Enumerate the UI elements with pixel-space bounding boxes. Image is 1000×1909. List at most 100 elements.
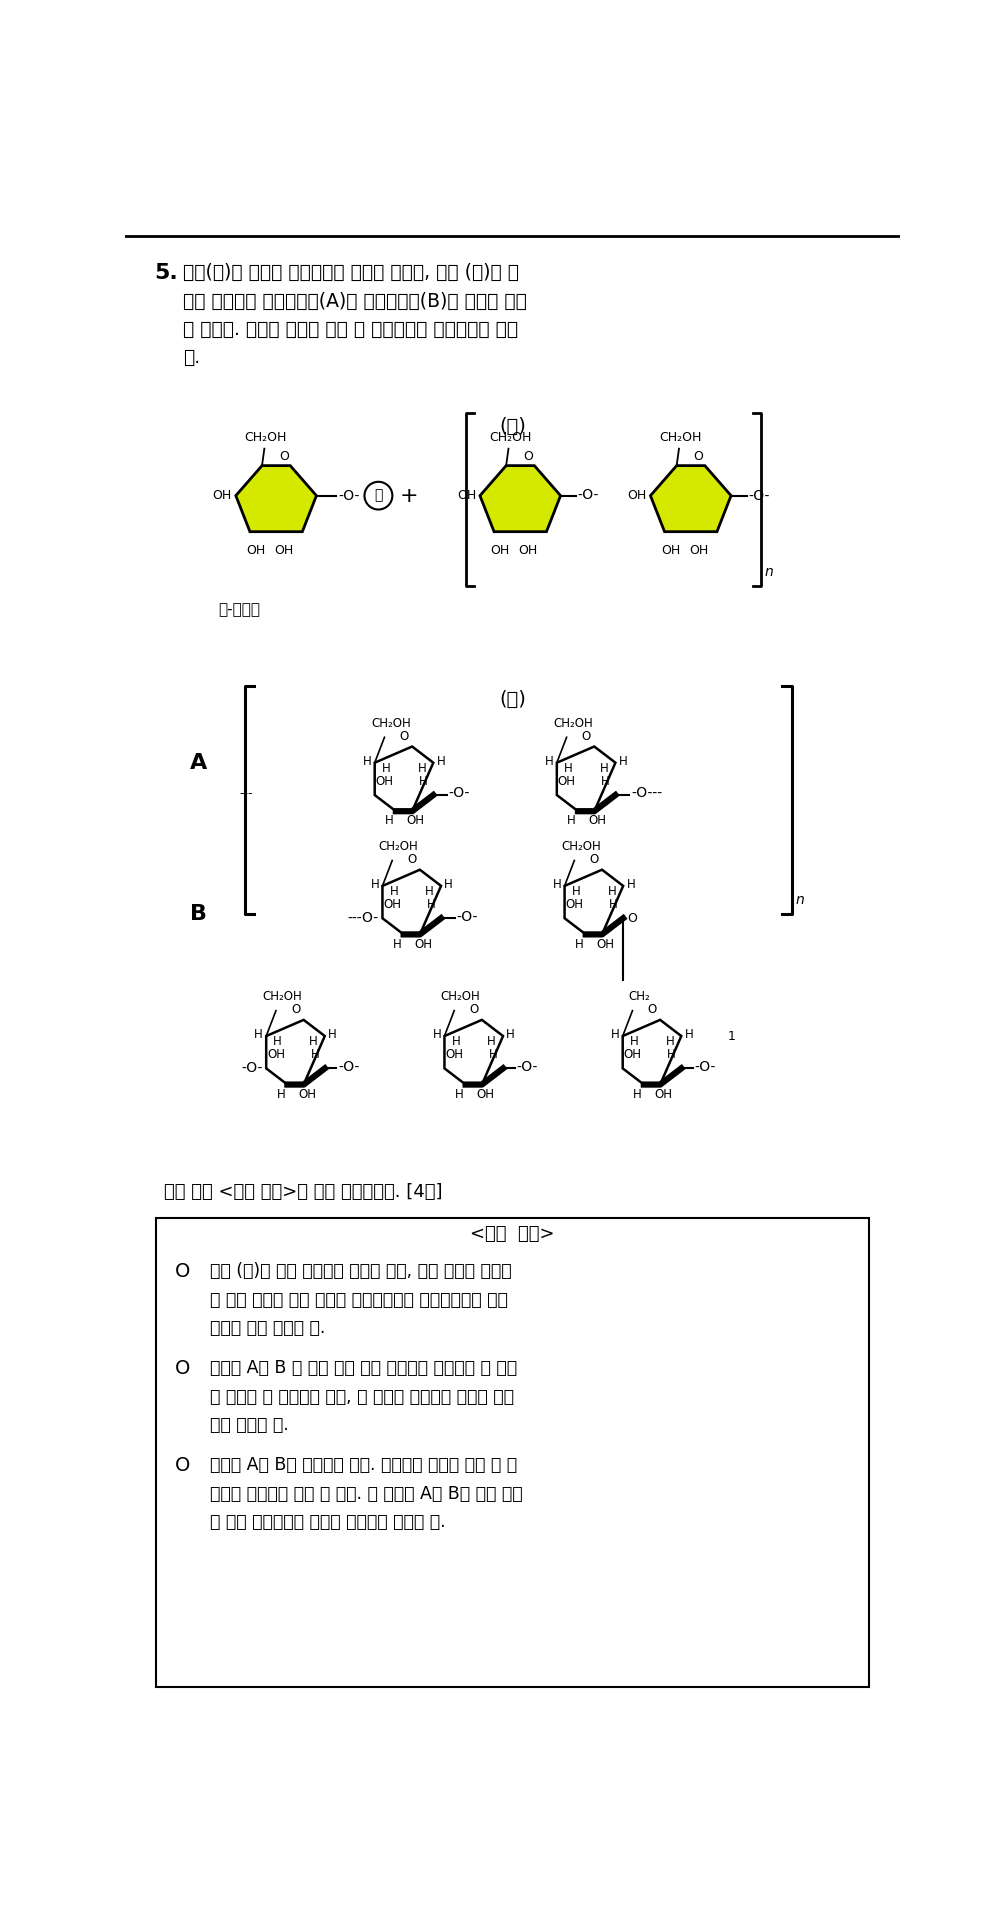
Text: OH: OH: [623, 1048, 641, 1061]
Text: 말을 구성하는 아밀로오스(A)와 아밀로펙팀(B)의 구조를 나타: 말을 구성하는 아밀로오스(A)와 아밀로펙팀(B)의 구조를 나타: [183, 292, 527, 311]
Text: ---O-: ---O-: [347, 911, 379, 926]
Text: CH₂OH: CH₂OH: [371, 716, 411, 729]
Text: H: H: [633, 1088, 642, 1101]
Polygon shape: [444, 1019, 503, 1084]
Text: H: H: [276, 1088, 285, 1101]
Text: H: H: [419, 775, 428, 788]
Text: H: H: [487, 1035, 496, 1048]
Text: CH₂OH: CH₂OH: [553, 716, 593, 729]
Text: 다.: 다.: [183, 349, 200, 367]
Text: H: H: [545, 754, 554, 767]
Text: -O-: -O-: [748, 489, 769, 502]
Text: H: H: [425, 886, 434, 899]
Text: H: H: [311, 1048, 319, 1061]
Text: H: H: [418, 762, 426, 775]
Polygon shape: [375, 746, 433, 811]
Text: 그림 (가)의 ㎍에 해당하는 물질을 쓰고, 새로 첨가된 포도당: 그림 (가)의 ㎍에 해당하는 물질을 쓰고, 새로 첨가된 포도당: [210, 1262, 512, 1281]
Text: H: H: [626, 878, 635, 892]
Text: -O-: -O-: [241, 1061, 262, 1075]
Text: OH: OH: [589, 815, 607, 827]
Polygon shape: [266, 1019, 325, 1084]
Polygon shape: [236, 466, 316, 533]
Text: H: H: [254, 1027, 263, 1040]
Text: OH: OH: [490, 544, 510, 557]
Text: 5.: 5.: [154, 263, 178, 283]
Text: +: +: [400, 485, 419, 506]
Text: H: H: [564, 762, 573, 775]
Text: OH: OH: [661, 544, 680, 557]
Text: -O-: -O-: [694, 1059, 716, 1075]
Text: H: H: [553, 878, 561, 892]
Text: 와 감자 구성비율의 차이를 제시하여 설명할 것.: 와 감자 구성비율의 차이를 제시하여 설명할 것.: [210, 1514, 446, 1531]
Text: -O-: -O-: [516, 1059, 538, 1075]
Text: OH: OH: [445, 1048, 463, 1061]
Text: 1: 1: [728, 1031, 736, 1044]
Text: OH: OH: [275, 544, 294, 557]
Text: ㎍-포도당: ㎍-포도당: [218, 601, 260, 617]
Text: H: H: [382, 762, 390, 775]
Text: OH: OH: [414, 937, 432, 951]
Text: 남색의 진하기가 다를 수 있다. 그 이유를 A와 B의 반응 정도: 남색의 진하기가 다를 수 있다. 그 이유를 A와 B의 반응 정도: [210, 1485, 523, 1502]
Text: CH₂OH: CH₂OH: [379, 840, 419, 853]
Text: H: H: [607, 886, 616, 899]
Polygon shape: [480, 466, 561, 533]
Text: 그림(가)는 녹말의 신장과정을 나타낸 것이고, 그림 (나)는 녹: 그림(가)는 녹말의 신장과정을 나타낸 것이고, 그림 (나)는 녹: [183, 263, 519, 283]
Text: H: H: [506, 1027, 515, 1040]
Text: H: H: [328, 1027, 337, 1040]
Text: H: H: [601, 775, 610, 788]
Text: H: H: [393, 937, 401, 951]
Text: OH: OH: [457, 489, 476, 502]
Text: H: H: [600, 762, 608, 775]
Text: H: H: [611, 1027, 619, 1040]
Polygon shape: [623, 1019, 681, 1084]
Text: 여부를 통해 제시할 것.: 여부를 통해 제시할 것.: [210, 1319, 326, 1338]
Text: OH: OH: [298, 1088, 316, 1101]
Text: H: H: [666, 1035, 674, 1048]
Text: H: H: [455, 1088, 463, 1101]
Text: O: O: [589, 853, 598, 867]
Text: H: H: [389, 886, 398, 899]
Text: OH: OH: [596, 937, 614, 951]
Polygon shape: [382, 871, 441, 934]
Text: O: O: [175, 1359, 191, 1378]
Text: O: O: [582, 729, 591, 743]
Circle shape: [364, 481, 392, 510]
Text: <작성  방법>: <작성 방법>: [470, 1226, 555, 1243]
Text: OH: OH: [689, 544, 708, 557]
Text: 이에 대해 <작성 방법>에 따라 서술하시오. [4점]: 이에 대해 <작성 방법>에 따라 서술하시오. [4점]: [164, 1184, 442, 1201]
Text: H: H: [575, 937, 584, 951]
Text: -O-: -O-: [457, 911, 478, 924]
Text: ㎍: ㎍: [374, 489, 383, 502]
Text: H: H: [567, 815, 576, 827]
Text: H: H: [609, 897, 618, 911]
Text: O: O: [407, 853, 416, 867]
Text: H: H: [630, 1035, 638, 1048]
Text: H: H: [444, 878, 453, 892]
Text: CH₂OH: CH₂OH: [263, 991, 302, 1002]
Text: 감자는 A와 B로 구성되어 있다. 감자마다 요오드 반응 시 청: 감자는 A와 B로 구성되어 있다. 감자마다 요오드 반응 시 청: [210, 1457, 517, 1474]
Text: OH: OH: [213, 489, 232, 502]
Text: O: O: [279, 451, 289, 464]
Text: O: O: [627, 913, 637, 924]
Text: 합성된 A와 B 중 어떤 것이 일정 시간동안 포도당을 더 빠르: 합성된 A와 B 중 어떤 것이 일정 시간동안 포도당을 더 빠르: [210, 1359, 517, 1378]
Text: CH₂OH: CH₂OH: [561, 840, 601, 853]
Text: OH: OH: [558, 775, 576, 788]
Text: O: O: [291, 1002, 300, 1016]
Text: H: H: [385, 815, 394, 827]
Text: O: O: [523, 451, 533, 464]
Text: OH: OH: [565, 897, 583, 911]
Text: H: H: [427, 897, 436, 911]
Text: O: O: [399, 729, 409, 743]
Text: CH₂OH: CH₂OH: [489, 431, 531, 445]
Text: 게 제공할 수 있는지를 쓰고, 그 이유를 분해되는 부위를 제시: 게 제공할 수 있는지를 쓰고, 그 이유를 분해되는 부위를 제시: [210, 1388, 514, 1405]
Text: H: H: [685, 1027, 693, 1040]
Text: OH: OH: [246, 544, 266, 557]
Text: OH: OH: [383, 897, 401, 911]
Text: (나): (나): [499, 691, 526, 710]
Text: OH: OH: [519, 544, 538, 557]
Text: ---: ---: [239, 787, 253, 800]
Text: -O-: -O-: [338, 489, 360, 502]
Text: OH: OH: [627, 489, 647, 502]
Text: H: H: [432, 1027, 441, 1040]
Text: H: H: [309, 1035, 318, 1048]
